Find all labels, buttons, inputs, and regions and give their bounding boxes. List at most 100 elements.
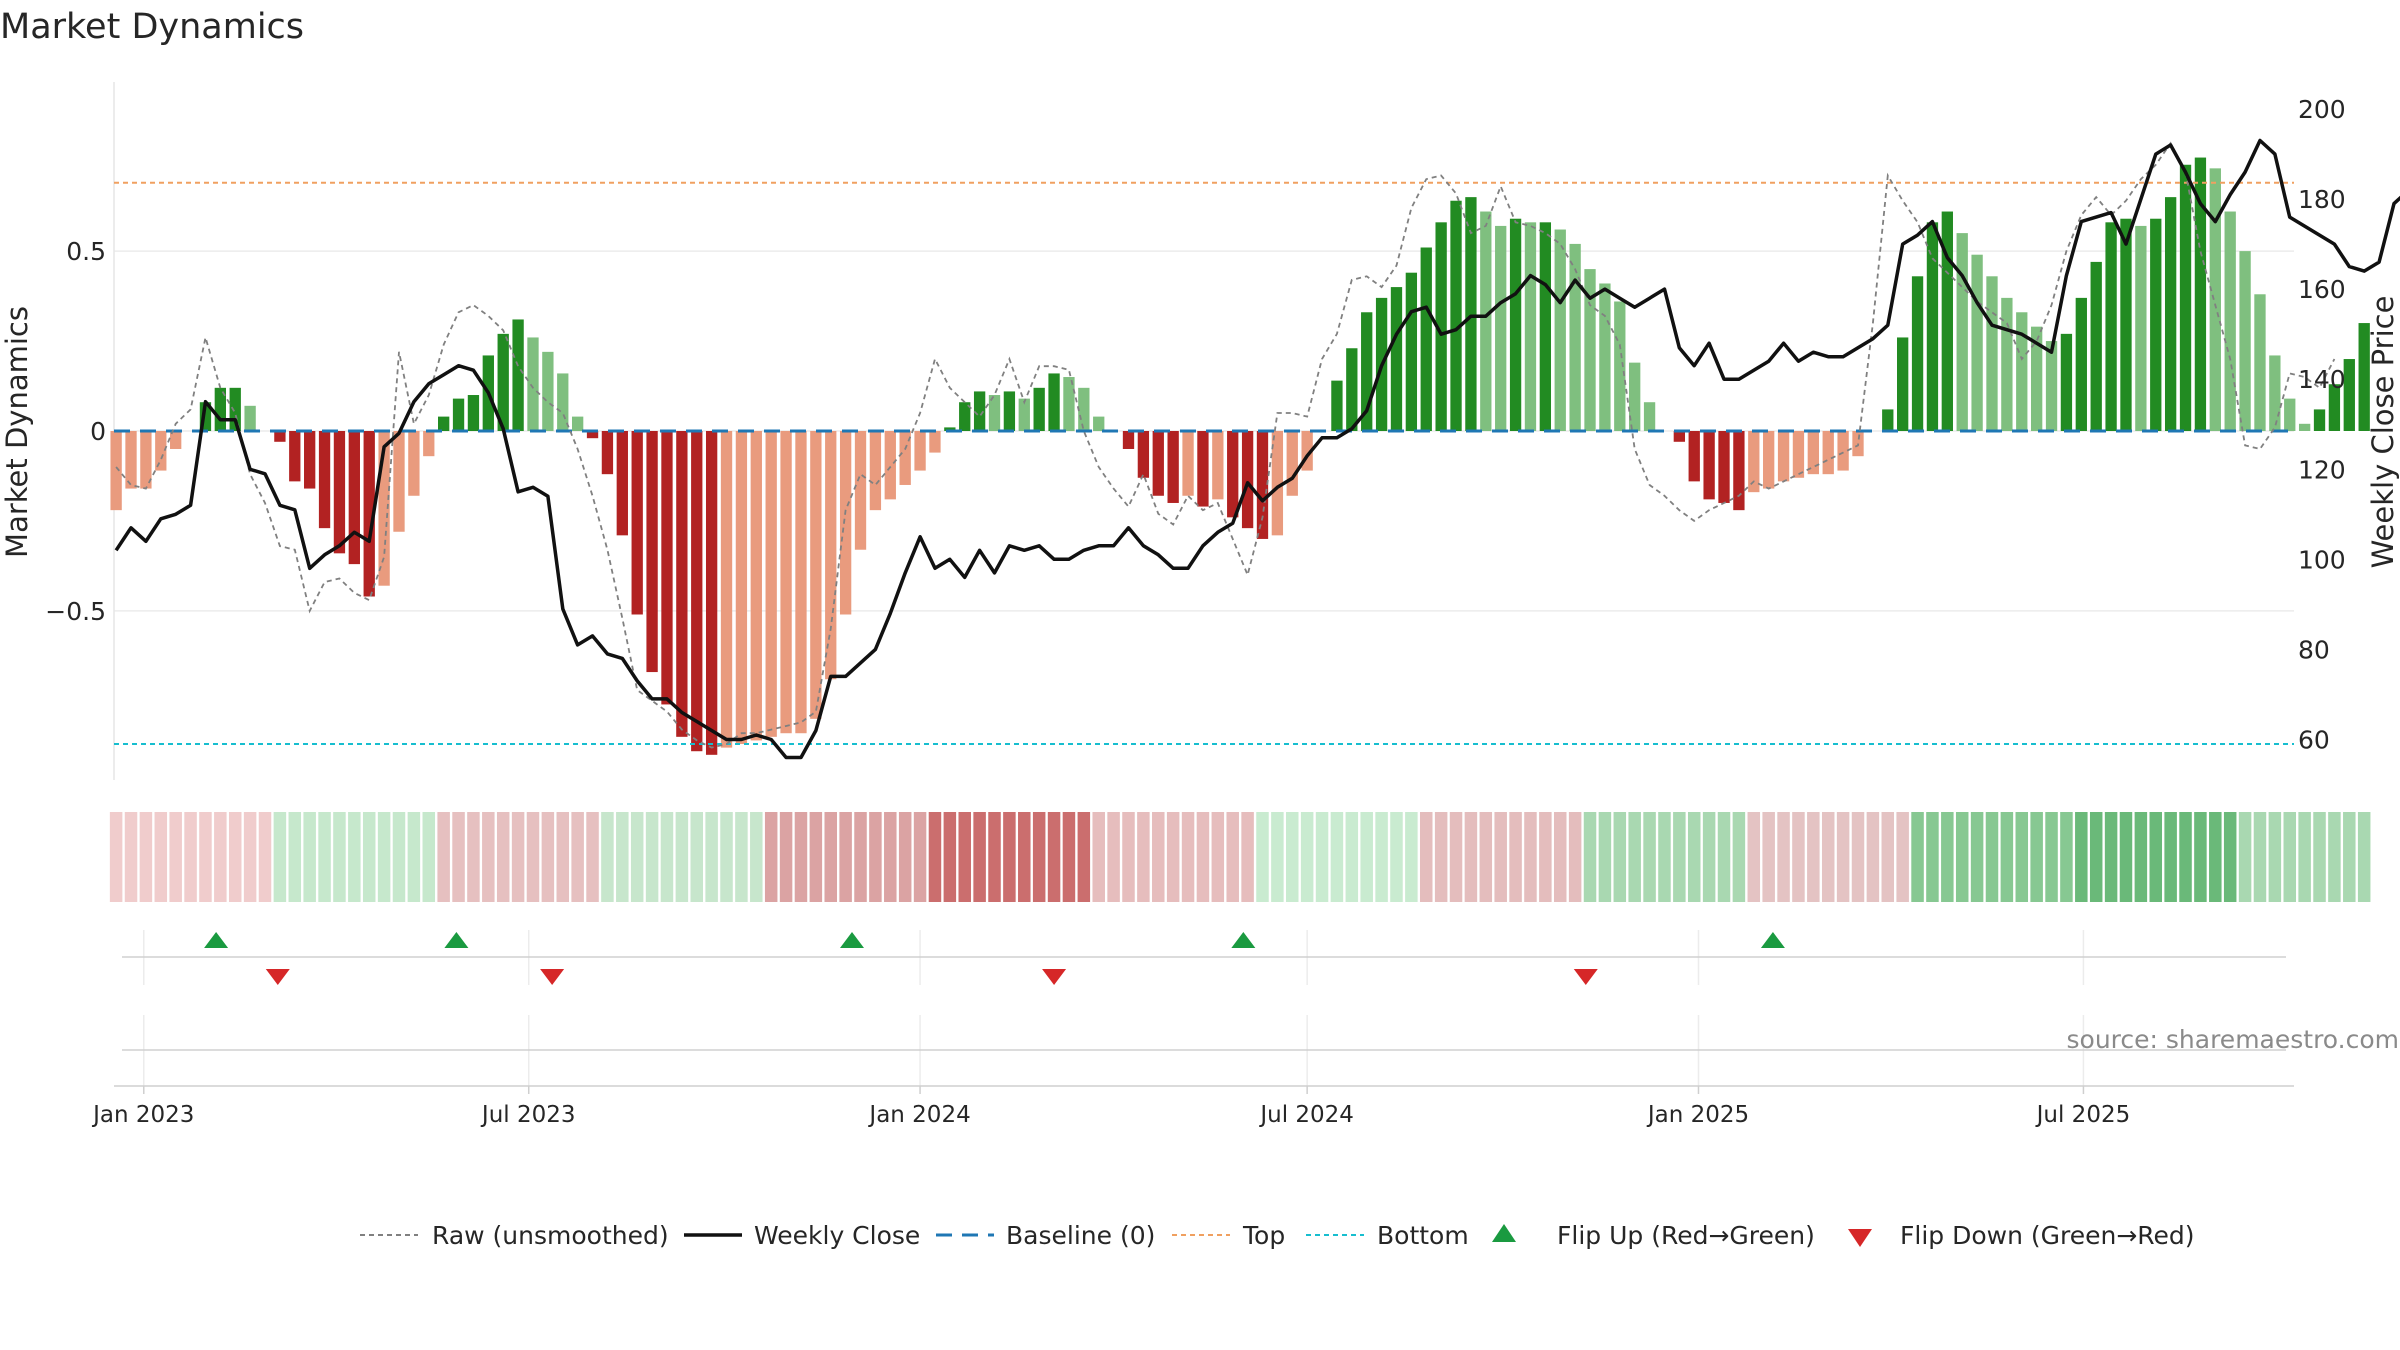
strip-cell bbox=[243, 812, 257, 902]
dynamics-bar bbox=[1405, 272, 1418, 431]
dynamics-bar bbox=[1539, 222, 1552, 431]
strip-cell bbox=[1152, 812, 1165, 902]
dynamics-bar bbox=[2209, 168, 2221, 431]
dynamics-bar bbox=[1256, 431, 1269, 539]
strip-cell bbox=[2119, 812, 2133, 902]
dynamics-bar bbox=[1911, 276, 1924, 431]
dynamics-bar bbox=[2224, 211, 2236, 431]
regime-strip bbox=[109, 812, 2371, 902]
dynamics-bar bbox=[765, 431, 777, 737]
dynamics-bar bbox=[1286, 431, 1298, 496]
dynamics-bar bbox=[750, 431, 762, 741]
strip-cell bbox=[511, 812, 525, 902]
strip-cell bbox=[1107, 812, 1120, 902]
dynamics-bar bbox=[2313, 409, 2326, 431]
dynamics-bar bbox=[125, 431, 137, 489]
dynamics-bar bbox=[1212, 431, 1224, 500]
dynamics-bar bbox=[1063, 377, 1075, 431]
dynamics-bar bbox=[944, 427, 956, 431]
strip-cell bbox=[884, 812, 897, 902]
strip-cell bbox=[750, 812, 763, 902]
strip-cell bbox=[809, 812, 823, 902]
dynamics-bar bbox=[2179, 164, 2192, 432]
strip-cell bbox=[601, 812, 614, 902]
strip-cell bbox=[1628, 812, 1641, 902]
dynamics-bar bbox=[2358, 323, 2370, 431]
strip-cell bbox=[482, 812, 495, 902]
x-tick-label-0: Jan 2023 bbox=[91, 1102, 194, 1128]
left-tick-label-2: −0.5 bbox=[45, 597, 106, 626]
strip-cell bbox=[1881, 812, 1895, 902]
dynamics-bar bbox=[2016, 312, 2028, 431]
strip-cell bbox=[1524, 812, 1537, 902]
strip-cell bbox=[139, 812, 153, 902]
dynamics-bar bbox=[661, 431, 673, 705]
dynamics-bar bbox=[780, 431, 792, 734]
strip-cell bbox=[437, 812, 450, 902]
strip-cell bbox=[1509, 812, 1522, 902]
left-y-ticks: 0.5 0 −0.5 bbox=[45, 237, 106, 626]
strip-cell bbox=[154, 812, 168, 902]
dynamics-bar bbox=[1450, 200, 1462, 431]
strip-cell bbox=[362, 812, 376, 902]
dynamics-bar bbox=[2328, 384, 2341, 431]
strip-cell bbox=[1256, 812, 1269, 902]
right-tick-label-1: 180 bbox=[2298, 185, 2346, 214]
x-tick-label-3: Jul 2024 bbox=[1258, 1102, 1354, 1128]
strip-cell bbox=[1792, 812, 1805, 902]
dynamics-bar bbox=[1763, 431, 1775, 489]
strip-cell bbox=[1375, 812, 1388, 902]
strip-cell bbox=[2194, 812, 2207, 902]
right-tick-label-0: 200 bbox=[2298, 95, 2346, 124]
strip-cell bbox=[824, 812, 837, 902]
raw-series-line bbox=[115, 141, 2336, 749]
strip-cell bbox=[2015, 812, 2029, 902]
flip-down-marker bbox=[265, 969, 290, 985]
series-lines bbox=[114, 138, 2400, 760]
right-tick-label-6: 80 bbox=[2298, 635, 2330, 664]
dynamics-bar bbox=[2269, 355, 2281, 431]
strip-cell bbox=[2149, 812, 2163, 902]
dynamics-bar bbox=[646, 431, 658, 673]
right-tick-label-3: 140 bbox=[2298, 365, 2346, 394]
flip-up-marker bbox=[444, 932, 469, 948]
strip-cell bbox=[1702, 812, 1716, 902]
dynamics-bar bbox=[1331, 380, 1343, 431]
strip-cell bbox=[1836, 812, 1850, 902]
strip-cell bbox=[2238, 812, 2252, 902]
dynamics-bar bbox=[214, 387, 226, 431]
strip-cell bbox=[1271, 812, 1284, 902]
dynamics-bar bbox=[1554, 229, 1566, 431]
strip-cell bbox=[526, 812, 540, 902]
dynamics-bar bbox=[1018, 398, 1030, 431]
right-tick-label-5: 100 bbox=[2298, 545, 2346, 574]
strip-cell bbox=[1345, 812, 1359, 902]
legend-flip-up-swatch bbox=[1492, 1224, 1516, 1242]
dynamics-bar bbox=[705, 431, 718, 755]
strip-cell bbox=[1568, 812, 1582, 902]
strip-cell bbox=[1122, 812, 1135, 902]
legend-top-label: Top bbox=[1242, 1221, 1285, 1250]
strip-cell bbox=[2045, 812, 2058, 902]
dynamics-bar bbox=[333, 431, 346, 554]
dynamics-bar bbox=[631, 431, 643, 615]
dynamics-bar bbox=[1673, 431, 1686, 442]
strip-cell bbox=[1166, 812, 1180, 902]
strip-cell bbox=[2164, 812, 2177, 902]
strip-cell bbox=[184, 812, 197, 902]
dynamics-bar bbox=[1122, 431, 1135, 449]
strip-cell bbox=[2030, 812, 2043, 902]
strip-cell bbox=[1673, 812, 1686, 902]
dynamics-bar bbox=[929, 431, 941, 453]
dynamics-bar bbox=[2045, 341, 2058, 431]
strip-cell bbox=[1777, 812, 1790, 902]
dynamics-bar bbox=[348, 431, 360, 565]
strip-cell bbox=[2253, 812, 2267, 902]
strip-cell bbox=[407, 812, 421, 902]
flip-panel bbox=[122, 932, 2286, 985]
dynamics-bar bbox=[1241, 431, 1254, 529]
legend-flip-down-swatch bbox=[1848, 1229, 1872, 1247]
weekly-close-line bbox=[114, 138, 2400, 760]
dynamics-bar bbox=[854, 431, 867, 550]
strip-cell bbox=[541, 812, 555, 902]
